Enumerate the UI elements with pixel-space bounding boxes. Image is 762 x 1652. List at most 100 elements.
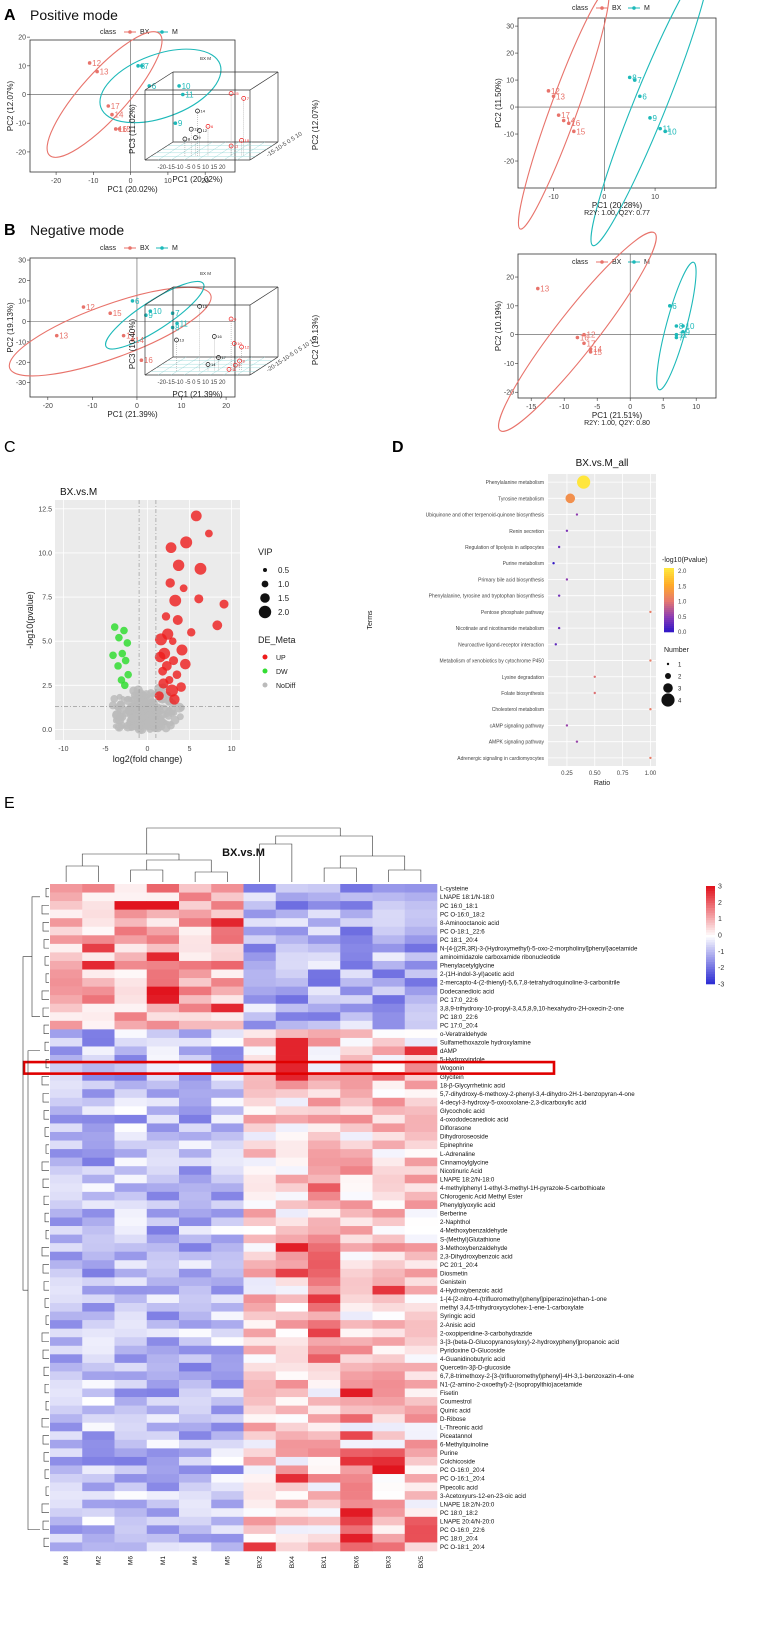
plot-frame: [517, 17, 717, 189]
heatmap-cell: [146, 1029, 180, 1039]
dendrogram-branch: [146, 827, 341, 854]
colorbar-cell: [664, 612, 674, 615]
box-edge: [249, 141, 279, 161]
heatmap-cell: [340, 952, 373, 962]
heatmap-cell: [82, 1012, 115, 1022]
heatmap-cell: [211, 1474, 244, 1483]
heatmap-cell: [179, 1465, 212, 1475]
term-bubble: [552, 562, 555, 565]
heatmap-cell: [146, 1499, 180, 1509]
heatmap-cell: [82, 1508, 115, 1518]
legend-title: class: [100, 29, 116, 36]
data-point-3d: [239, 138, 244, 143]
data-point-m: [638, 94, 642, 99]
heatmap-cell: [372, 1037, 406, 1047]
heatmap-cell: [82, 926, 115, 936]
heatmap-cell: [243, 1191, 277, 1201]
point-dw: [120, 626, 128, 635]
heatmap-cell: [404, 1448, 438, 1458]
point-nodiff: [176, 713, 184, 721]
heatmap-cell: [372, 1208, 406, 1218]
heatmap-cell: [372, 1140, 406, 1150]
colorbar-tick: 0: [718, 933, 722, 940]
colorbar-tick: 0.5: [678, 615, 687, 621]
heatmap-cell: [50, 969, 83, 979]
heatmap-cell: [243, 1422, 277, 1432]
heatmap-cell: [308, 1097, 341, 1107]
column-label: BX1: [321, 1556, 328, 1569]
heatmap-cell: [243, 1448, 277, 1458]
heatmap-cell: [404, 1157, 438, 1167]
heatmap-cell: [114, 918, 148, 928]
heatmap-cell: [179, 960, 212, 970]
panel-label-b: B: [4, 222, 16, 239]
heatmap-cell: [211, 943, 244, 953]
dendrogram-branch: [42, 1264, 49, 1274]
heatmap-cell: [82, 1405, 115, 1415]
heatmap-cell: [243, 1003, 277, 1013]
heatmap-cell: [275, 1303, 309, 1312]
heatmap-cell: [82, 1251, 115, 1261]
heatmap-cell: [50, 1422, 83, 1432]
point-nodiff: [168, 709, 176, 718]
heatmap-cell: [211, 1140, 244, 1150]
heatmap-cell: [243, 901, 277, 910]
data-point-3d: [188, 126, 194, 132]
colorbar-tick: 2.0: [678, 569, 687, 575]
heatmap-cell: [340, 1106, 373, 1116]
heatmap-cell: [404, 1328, 438, 1338]
heatmap-cell: [372, 1320, 406, 1329]
point-nodiff: [157, 721, 164, 728]
heatmap-cell: [82, 935, 115, 945]
data-point-bx: [561, 118, 566, 123]
heatmap-cell: [179, 1491, 212, 1500]
heatmap-cell: [211, 1456, 244, 1466]
x-tick-label: -15: [526, 404, 536, 411]
heatmap-cell: [308, 1303, 341, 1312]
heatmap-cell: [50, 1149, 83, 1158]
legend-key-bx: [128, 246, 132, 250]
heatmap-cell: [82, 1072, 115, 1081]
heatmap-cell: [372, 1072, 406, 1081]
heatmap-cell: [179, 1328, 212, 1338]
heatmap-cell: [404, 892, 438, 902]
heatmap-cell: [211, 1397, 244, 1406]
heatmap-cell: [404, 1260, 438, 1270]
heatmap-cell: [243, 995, 277, 1005]
heatmap-cell: [82, 1397, 115, 1406]
heatmap-cell: [114, 1414, 148, 1424]
heatmap-cell: [50, 1123, 83, 1133]
heatmap-cell: [340, 960, 373, 970]
heatmap-cell: [243, 969, 277, 979]
colorbar-cell: [664, 602, 674, 605]
dendrogram-branch: [45, 1059, 49, 1069]
heatmap-cell: [275, 1508, 309, 1518]
heatmap-cell: [211, 1491, 244, 1500]
heatmap-cell: [340, 1268, 373, 1278]
data-point-bx: [582, 332, 586, 337]
heatmap-cell: [308, 1226, 341, 1235]
heatmap-cell: [243, 1055, 277, 1064]
heatmap-cell: [211, 1055, 244, 1064]
legend-title: class: [572, 5, 588, 12]
heatmap-cell: [243, 1123, 277, 1133]
heatmap-cell: [211, 1337, 244, 1347]
heatmap-cell: [211, 1439, 244, 1449]
heatmap-cell: [179, 1131, 212, 1141]
data-point-3d: [211, 334, 217, 339]
heatmap-cell: [179, 1191, 212, 1201]
heatmap-cell: [275, 1542, 309, 1552]
heatmap-cell: [308, 952, 341, 962]
heatmap-cell: [340, 1397, 373, 1406]
heatmap-cell: [179, 1311, 212, 1321]
heatmap-cell: [308, 1055, 341, 1064]
legend-label-bx: BX: [612, 5, 622, 12]
point-nodiff: [133, 685, 143, 695]
heatmap-cell: [179, 1260, 212, 1270]
point-label: 7: [144, 62, 149, 71]
heatmap-cell: [50, 1542, 83, 1552]
heatmap-cell: [82, 901, 115, 910]
point-label: 15: [203, 304, 208, 309]
heatmap-cell: [340, 1448, 373, 1458]
